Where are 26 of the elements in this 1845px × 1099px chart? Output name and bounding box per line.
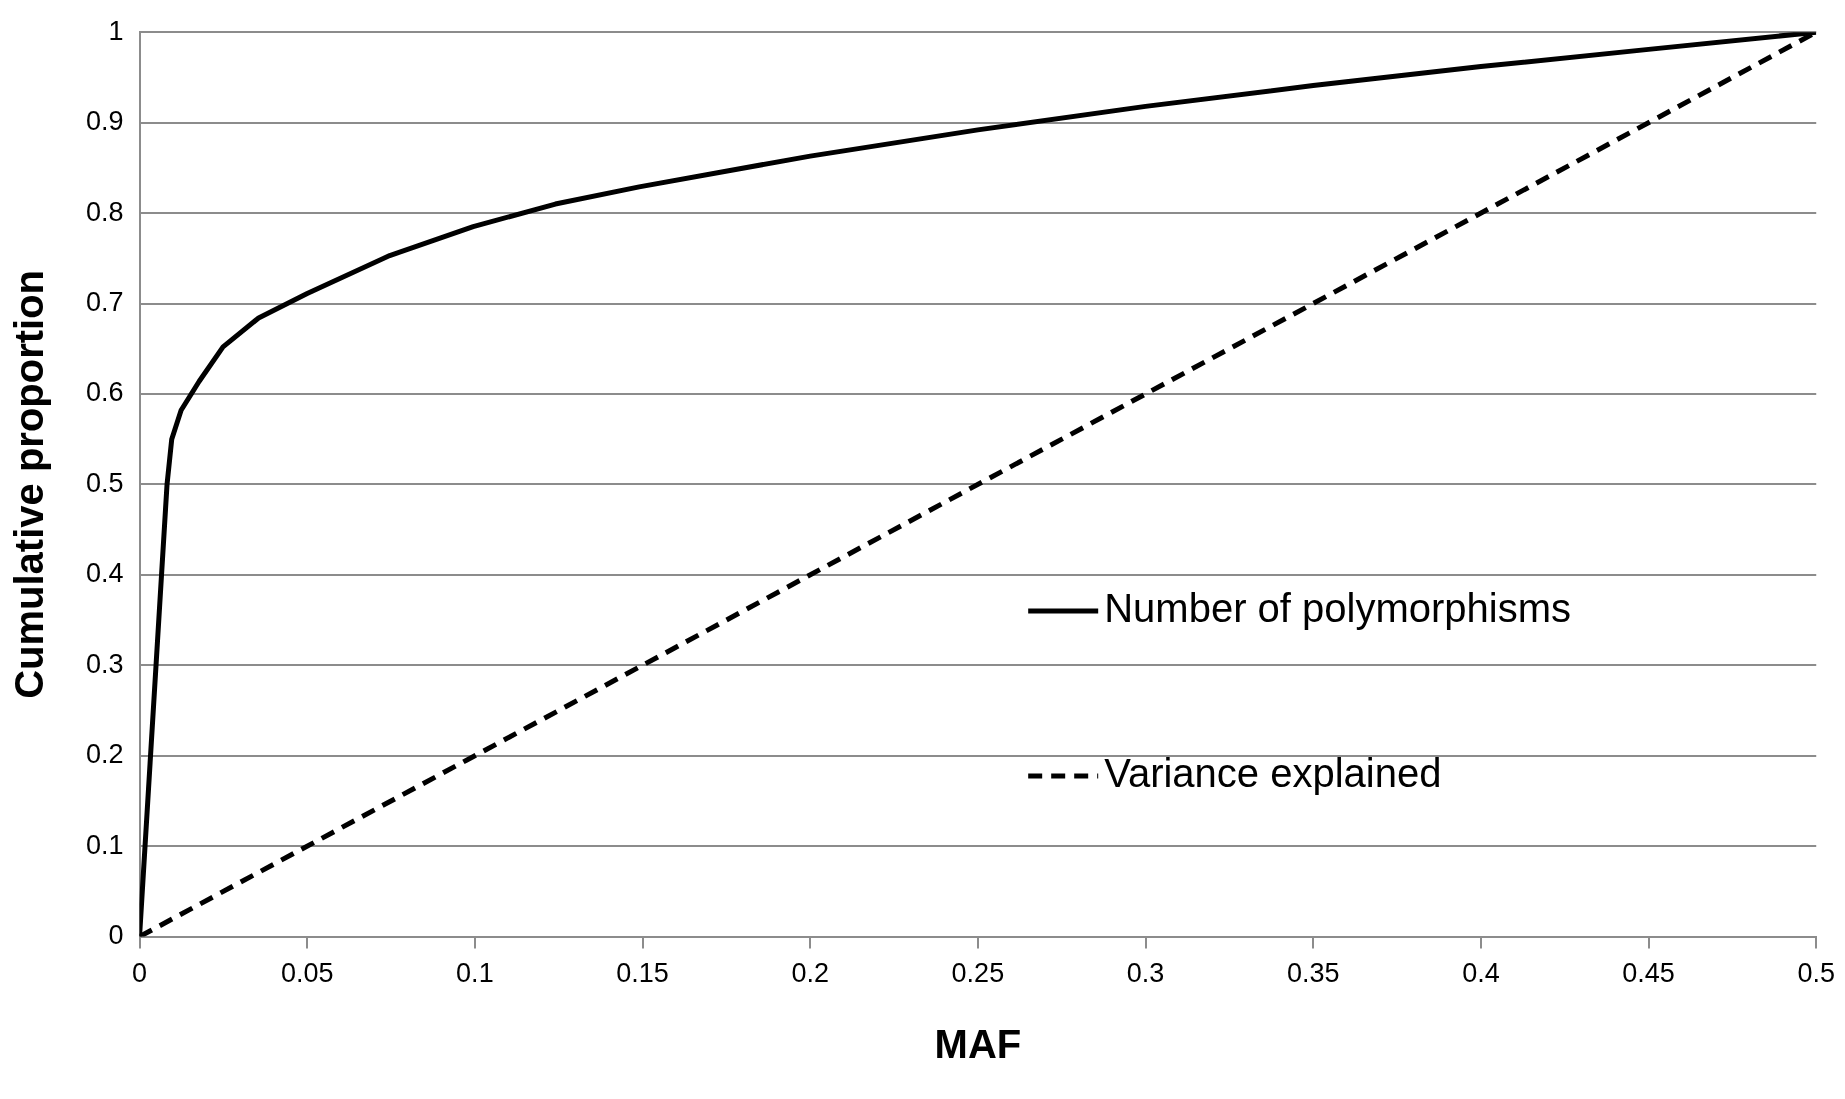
legend-label: Variance explained: [1104, 751, 1442, 796]
x-tick-label: 0.3: [1126, 958, 1165, 989]
x-tick-label: 0.45: [1622, 958, 1675, 989]
x-tick-label: 0.15: [616, 958, 669, 989]
y-tick-label: 0.9: [85, 106, 124, 137]
y-tick-label: 0.8: [85, 196, 124, 227]
y-tick-label: 0.5: [85, 467, 124, 498]
x-tick-label: 0.1: [456, 958, 494, 989]
x-tick-label: 0.2: [791, 958, 829, 989]
y-tick-label: 0.7: [85, 286, 124, 317]
x-tick-label: 0.05: [280, 958, 334, 989]
y-axis-title: Cumulative proportion: [7, 269, 52, 699]
x-tick-label: 0.25: [951, 958, 1005, 989]
x-axis-title: MAF: [934, 1022, 1022, 1067]
y-tick-label: 0.6: [85, 377, 124, 408]
y-tick-label: 0.2: [85, 739, 124, 770]
x-tick-label: 0.4: [1462, 958, 1500, 989]
legend-label: Number of polymorphisms: [1104, 586, 1572, 631]
y-tick-label: 0.3: [85, 648, 124, 679]
y-tick-label: 0.4: [85, 558, 124, 589]
x-tick-label: 0: [132, 958, 148, 989]
y-tick-label: 0.1: [85, 829, 124, 860]
x-tick-label: 0.35: [1286, 958, 1340, 989]
y-tick-label: 1: [108, 15, 124, 46]
y-tick-label: 0: [108, 920, 124, 951]
x-tick-label: 0.5: [1797, 958, 1836, 989]
